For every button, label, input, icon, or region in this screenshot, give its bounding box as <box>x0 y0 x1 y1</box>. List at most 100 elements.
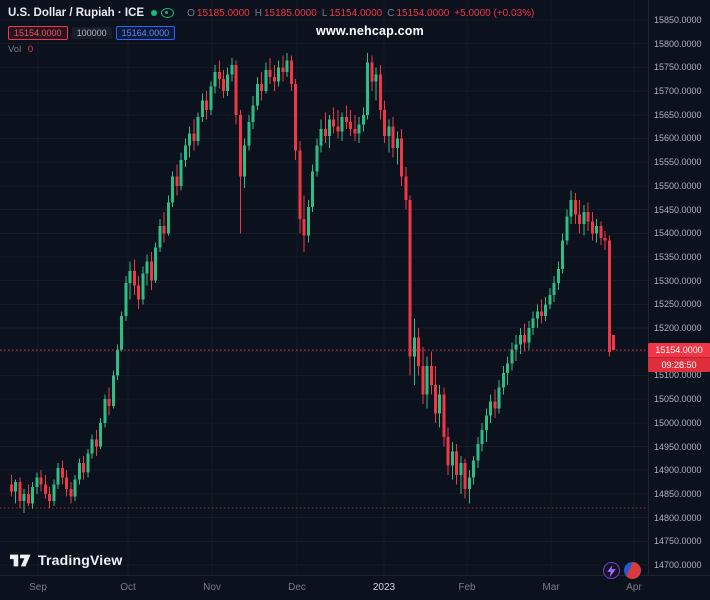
candle <box>319 119 323 153</box>
candle <box>328 114 331 148</box>
candle <box>200 93 204 122</box>
candle <box>302 195 306 253</box>
candle <box>595 219 599 243</box>
candle <box>472 456 476 485</box>
candle <box>268 57 272 84</box>
candle <box>14 479 18 504</box>
price-tick-label: 15450.0000 <box>654 204 702 215</box>
candle <box>565 209 569 246</box>
candle <box>22 489 26 513</box>
current-price-value: 15154.0000 <box>648 342 710 357</box>
price-tick-label: 15000.0000 <box>654 417 702 428</box>
candle <box>463 458 467 499</box>
quantity-field[interactable]: 100000 <box>71 27 112 39</box>
candle <box>234 60 238 125</box>
price-tick-label: 14950.0000 <box>654 441 702 452</box>
lightning-icon <box>607 564 616 577</box>
candle <box>124 275 128 321</box>
time-axis-label: Mar <box>542 582 560 593</box>
time-axis-label: 2023 <box>372 582 396 593</box>
candle <box>612 335 616 350</box>
candle <box>230 57 234 82</box>
candle <box>510 342 514 371</box>
price-tick-label: 15650.0000 <box>654 109 702 120</box>
price-tick-label: 15500.0000 <box>654 180 702 191</box>
candle <box>578 200 582 234</box>
candle <box>450 441 454 480</box>
candlestick-chart[interactable] <box>0 0 710 575</box>
candle <box>264 62 268 94</box>
low-value: 15154.0000 <box>329 7 383 19</box>
symbol-title[interactable]: U.S. Dollar / Rupiah · ICE <box>8 7 145 19</box>
time-axis-label: Apr <box>626 582 642 593</box>
candle <box>434 365 437 423</box>
candle <box>599 221 603 246</box>
broker-flag-button[interactable] <box>624 562 641 579</box>
price-axis[interactable]: 15850.0000 15800.0000 15750.0000 15700.0000… <box>648 0 710 575</box>
tradingview-logo[interactable]: TradingView <box>10 552 122 568</box>
price-tick-label: 15300.0000 <box>654 275 702 286</box>
candle <box>383 100 387 144</box>
candle <box>205 91 209 120</box>
price-tick-label: 15100.0000 <box>654 370 702 381</box>
candle <box>404 166 408 210</box>
candle <box>497 380 501 414</box>
candle <box>374 67 378 101</box>
buy-button[interactable]: 15164.0000 <box>115 26 176 40</box>
candle <box>336 110 340 139</box>
candle <box>357 117 361 144</box>
candle <box>400 129 404 186</box>
candle <box>438 384 442 428</box>
candle <box>586 202 590 231</box>
time-axis-label: Nov <box>203 582 221 593</box>
lightning-button[interactable] <box>603 562 620 579</box>
price-tick-label: 15200.0000 <box>654 323 702 334</box>
candle <box>196 112 200 146</box>
candle <box>260 72 264 101</box>
candle <box>552 275 556 302</box>
candle <box>298 140 302 234</box>
candle <box>540 299 543 324</box>
volume-row: Vol 0 <box>8 44 33 55</box>
candle <box>103 394 107 428</box>
change-value: +5.0000 (+0.03%) <box>454 7 535 19</box>
candle <box>77 458 81 485</box>
current-price-label: 15154.0000 09:28:50 <box>648 342 710 372</box>
candle <box>527 320 531 350</box>
close-label: C <box>387 7 395 19</box>
candle <box>531 311 535 336</box>
candle <box>493 389 497 419</box>
candle <box>370 55 374 92</box>
candle <box>137 275 141 310</box>
candle <box>501 365 505 395</box>
candle <box>285 53 289 77</box>
candle <box>289 55 293 92</box>
candle <box>247 114 251 151</box>
candle <box>107 387 111 416</box>
watermark: www.nehcap.com <box>316 24 424 38</box>
candle <box>90 434 94 459</box>
high-value: 15185.0000 <box>263 7 317 19</box>
sell-button[interactable]: 15154.0000 <box>8 26 68 40</box>
candle <box>366 53 370 120</box>
candle <box>556 261 560 291</box>
candle <box>548 287 552 310</box>
chart-header: U.S. Dollar / Rupiah · ICE O 15185.0000 … <box>8 7 534 19</box>
candle <box>353 114 357 141</box>
candle <box>111 370 115 409</box>
eye-icon <box>161 8 175 18</box>
price-tick-label: 15600.0000 <box>654 133 702 144</box>
candle <box>272 65 276 92</box>
candle <box>412 318 416 385</box>
candle <box>209 81 213 115</box>
candle <box>171 171 175 208</box>
candle <box>429 351 433 395</box>
candle <box>544 297 548 321</box>
candle <box>480 422 484 452</box>
candle <box>607 235 611 357</box>
trade-panel: 15154.0000 100000 15164.0000 <box>8 26 176 40</box>
candle <box>35 472 39 494</box>
candle <box>408 195 412 376</box>
time-axis[interactable]: Sep Oct Nov Dec 2023 Feb Mar Apr <box>0 575 710 600</box>
candle <box>179 152 183 191</box>
